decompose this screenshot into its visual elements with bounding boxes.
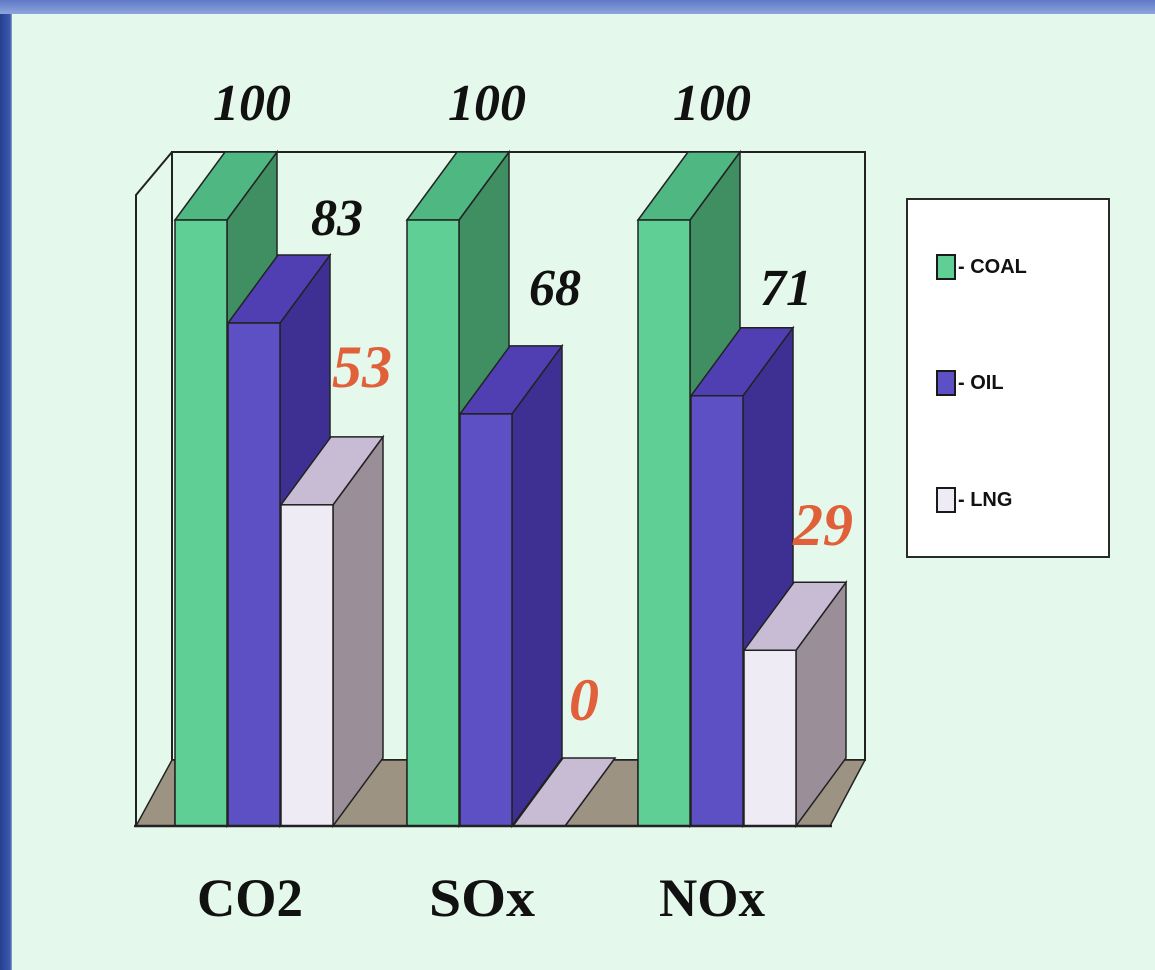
legend-swatch-oil xyxy=(936,370,956,396)
bar-lng-co2 xyxy=(279,434,385,829)
category-label-sox: SOx xyxy=(429,868,535,928)
chart-left-wall xyxy=(135,151,173,826)
value-label-lng-sox: 0 xyxy=(569,667,599,733)
legend-label-oil: - OIL xyxy=(958,371,1004,394)
category-label-co2: CO2 xyxy=(197,868,303,928)
value-label-oil-sox: 68 xyxy=(529,260,581,317)
bar-front-face xyxy=(174,219,228,827)
legend-label-coal: - COAL xyxy=(958,255,1027,278)
bar-front-face xyxy=(406,219,460,827)
legend-item-lng: - LNG xyxy=(936,487,1012,513)
bar-side-face xyxy=(511,343,563,829)
bar-lng-nox xyxy=(742,579,848,829)
value-label-oil-co2: 83 xyxy=(311,190,363,247)
bar-front-face xyxy=(637,219,691,827)
legend-item-coal: - COAL xyxy=(936,254,1027,280)
legend-item-oil: - OIL xyxy=(936,370,1004,396)
value-label-lng-co2: 53 xyxy=(332,334,392,400)
bar-front-face xyxy=(280,504,334,827)
chart-floor xyxy=(134,759,176,827)
value-label-coal-sox: 100 xyxy=(448,75,526,132)
bar-front-face xyxy=(227,322,281,827)
value-label-coal-co2: 100 xyxy=(213,75,291,132)
value-label-coal-nox: 100 xyxy=(673,75,751,132)
category-label-nox: NOx xyxy=(659,868,765,928)
legend-label-lng: - LNG xyxy=(958,488,1013,511)
value-label-lng-nox: 29 xyxy=(792,492,853,558)
value-label-oil-nox: 71 xyxy=(760,260,812,317)
bar-oil-sox xyxy=(458,343,564,829)
bar-front-face xyxy=(743,649,797,827)
legend-swatch-coal xyxy=(936,254,956,280)
bar-front-face xyxy=(459,413,513,827)
slide-top-border xyxy=(0,0,1155,14)
bar-front-face xyxy=(690,394,744,827)
legend-swatch-lng xyxy=(936,487,956,513)
chart-legend: - COAL - OIL - LNG xyxy=(906,198,1110,558)
